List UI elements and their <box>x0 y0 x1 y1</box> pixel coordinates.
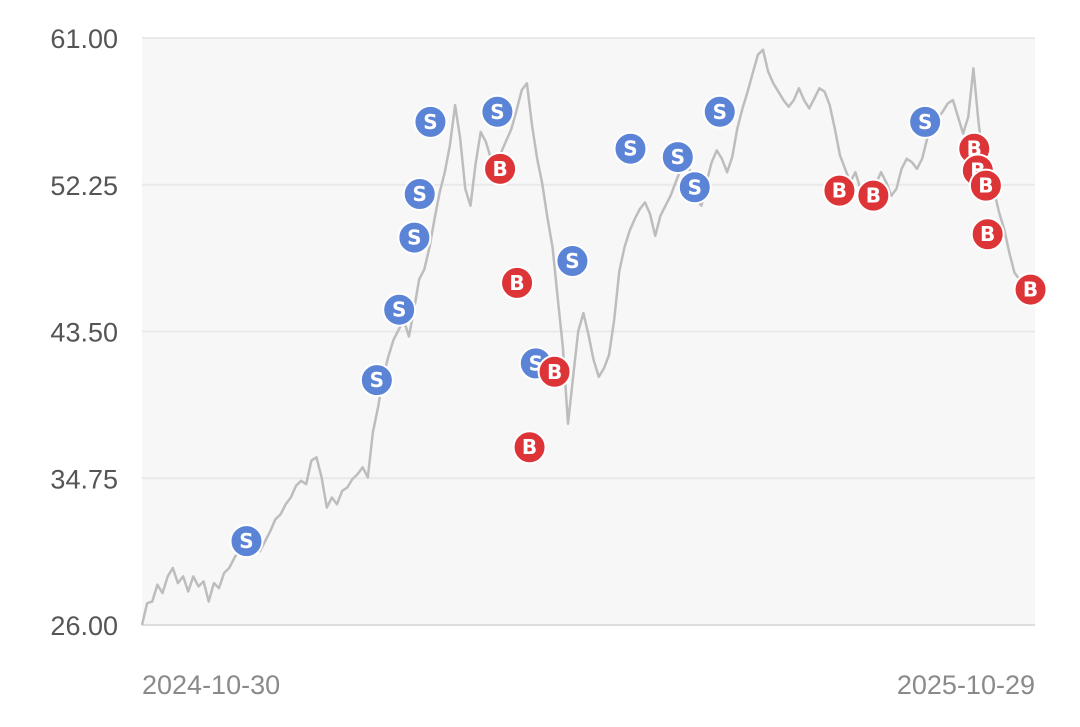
marker-circle <box>677 170 712 205</box>
x-start-date-label: 2024-10-30 <box>142 670 280 700</box>
marker-circle <box>856 178 891 213</box>
price-line <box>140 48 1036 626</box>
buy-marker: B <box>483 151 518 186</box>
marker-circle <box>613 131 648 166</box>
y-tick-label: 34.75 <box>50 464 118 494</box>
marker-circle <box>500 265 535 300</box>
marker-circle <box>413 104 448 139</box>
marker-label: B <box>978 174 993 198</box>
x-end-date-label: 2025-10-29 <box>897 670 1035 700</box>
marker-circle <box>483 151 518 186</box>
marker-label: S <box>413 182 427 206</box>
sell-marker: S <box>402 176 437 211</box>
marker-circle <box>537 354 572 389</box>
marker-label: B <box>509 271 524 295</box>
marker-circle <box>512 430 547 465</box>
marker-circle <box>397 220 432 255</box>
y-tick-label: 26.00 <box>50 611 118 641</box>
marker-label: S <box>688 175 702 199</box>
marker-label: B <box>980 222 995 246</box>
sell-marker: S <box>702 94 737 129</box>
marker-label: S <box>490 100 504 124</box>
buy-marker: B <box>822 173 857 208</box>
y-axis-ticks: 61.00 52.25 43.50 34.75 26.00 <box>50 24 118 641</box>
marker-circle <box>702 94 737 129</box>
sell-marker: S <box>413 104 448 139</box>
buy-marker: B <box>500 265 535 300</box>
marker-circle <box>382 292 417 327</box>
sell-marker: S <box>480 94 515 129</box>
marker-label: S <box>623 137 637 161</box>
y-tick-label: 52.25 <box>50 171 118 201</box>
buy-marker: B <box>856 178 891 213</box>
buy-marker: B <box>968 168 1003 203</box>
marker-label: B <box>522 435 537 459</box>
sell-marker: S <box>397 220 432 255</box>
buy-marker: B <box>537 354 572 389</box>
marker-circle <box>359 363 394 398</box>
marker-circle <box>822 173 857 208</box>
sell-marker: S <box>677 170 712 205</box>
sell-marker: S <box>555 244 590 279</box>
sell-marker: S <box>613 131 648 166</box>
marker-circle <box>660 140 695 175</box>
marker-label: S <box>407 226 421 250</box>
y-tick-label: 43.50 <box>50 318 118 348</box>
marker-label: S <box>565 249 579 273</box>
marker-label: B <box>866 184 881 208</box>
sell-marker: S <box>229 524 264 559</box>
marker-circle <box>1013 272 1048 307</box>
sell-marker: S <box>382 292 417 327</box>
marker-label: B <box>547 360 562 384</box>
marker-label: S <box>423 110 437 134</box>
buy-marker: B <box>512 430 547 465</box>
marker-circle <box>968 168 1003 203</box>
marker-circle <box>555 244 590 279</box>
marker-label: S <box>918 110 932 134</box>
marker-label: S <box>239 529 253 553</box>
buy-marker: B <box>1013 272 1048 307</box>
marker-circle <box>480 94 515 129</box>
marker-label: B <box>492 157 507 181</box>
marker-circle <box>229 524 264 559</box>
marker-circle <box>908 104 943 139</box>
sell-marker: S <box>359 363 394 398</box>
marker-label: B <box>1023 278 1038 302</box>
marker-label: S <box>392 298 406 322</box>
y-tick-label: 61.00 <box>50 24 118 54</box>
marker-circle <box>970 217 1005 252</box>
marker-label: S <box>671 145 685 169</box>
marker-circle <box>402 176 437 211</box>
buy-marker: B <box>970 217 1005 252</box>
sell-marker: S <box>660 140 695 175</box>
marker-label: S <box>713 100 727 124</box>
marker-label: S <box>370 368 384 392</box>
sell-marker: S <box>908 104 943 139</box>
marker-label: B <box>832 179 847 203</box>
